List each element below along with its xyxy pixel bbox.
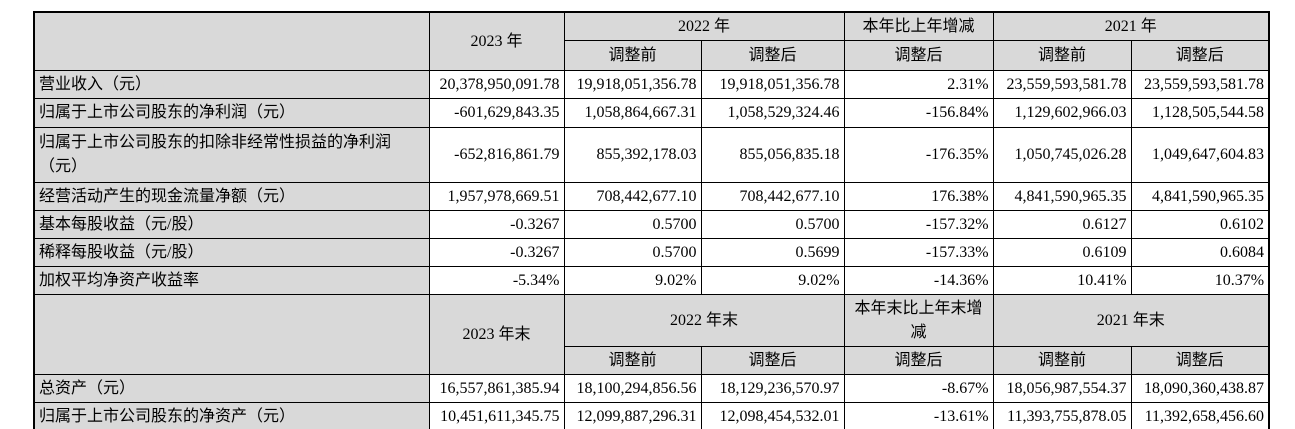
value-change: -157.32% — [843, 209, 994, 239]
subheader-2022-post-adjust: 调整后 — [700, 40, 845, 72]
value-2023: 16,557,861,385.94 — [428, 373, 565, 404]
value-2022-pre: 708,442,677.10 — [563, 181, 702, 211]
value-2022-pre: 18,100,294,856.56 — [563, 373, 702, 404]
row-label: 归属于上市公司股东的净资产（元） — [33, 402, 430, 429]
header-year-end-2023: 2023 年末 — [428, 294, 565, 375]
value-2021-post: 11,392,658,456.60 — [1130, 402, 1270, 429]
subheader-2021end-post-adjust: 调整后 — [1130, 345, 1270, 375]
subheader-2021end-pre-adjust: 调整前 — [992, 345, 1132, 375]
subheader-change-post-adjust: 调整后 — [843, 40, 994, 72]
table-row-net-profit-excl-nonrecurring: 归属于上市公司股东的扣除非经常性损益的净利润（元） -652,816,861.7… — [33, 126, 1270, 183]
header-year-2023: 2023 年 — [428, 11, 565, 72]
value-change: -157.33% — [843, 237, 994, 268]
value-2022-post: 0.5699 — [700, 237, 845, 268]
value-2023: -0.3267 — [428, 209, 565, 239]
value-2022-post: 1,058,529,324.46 — [700, 98, 845, 128]
value-2022-post: 19,918,051,356.78 — [700, 70, 845, 100]
subheader-2021-post-adjust: 调整后 — [1130, 40, 1270, 72]
value-2021-post: 23,559,593,581.78 — [1130, 70, 1270, 100]
subheader-endchange-post-adjust: 调整后 — [843, 345, 994, 375]
header-year-end-2021: 2021 年末 — [992, 294, 1270, 347]
value-2022-pre: 0.5700 — [563, 237, 702, 268]
value-2021-post: 18,090,360,438.87 — [1130, 373, 1270, 404]
row-label: 经营活动产生的现金流量净额（元） — [33, 181, 430, 211]
value-2021-pre: 10.41% — [992, 266, 1132, 296]
header-year-end-2022: 2022 年末 — [563, 294, 845, 347]
table-row-net-assets: 归属于上市公司股东的净资产（元） 10,451,611,345.75 12,09… — [33, 402, 1270, 429]
subheader-2022-pre-adjust: 调整前 — [563, 40, 702, 72]
subheader-2021-pre-adjust: 调整前 — [992, 40, 1132, 72]
table-row-revenue: 营业收入（元） 20,378,950,091.78 19,918,051,356… — [33, 70, 1270, 100]
row-label: 总资产（元） — [33, 373, 430, 404]
table-row-total-assets: 总资产（元） 16,557,861,385.94 18,100,294,856.… — [33, 373, 1270, 404]
row-label: 稀释每股收益（元/股） — [33, 237, 430, 268]
value-2022-pre: 19,918,051,356.78 — [563, 70, 702, 100]
subheader-2022end-post-adjust: 调整后 — [700, 345, 845, 375]
value-change: -8.67% — [843, 373, 994, 404]
row-label: 加权平均净资产收益率 — [33, 266, 430, 296]
section2-header-row-years: 2023 年末 2022 年末 本年末比上年末增减 2021 年末 — [33, 294, 1270, 375]
row-label: 归属于上市公司股东的扣除非经常性损益的净利润（元） — [33, 126, 430, 183]
section1-header-row-adjust: 调整前 调整后 调整后 调整前 调整后 — [34, 40, 1270, 72]
value-2023: 20,378,950,091.78 — [428, 70, 565, 100]
value-2021-pre: 4,841,590,965.35 — [992, 181, 1132, 211]
value-2022-pre: 1,058,864,667.31 — [563, 98, 702, 128]
row-label: 基本每股收益（元/股） — [33, 209, 430, 239]
value-2021-pre: 1,129,602,966.03 — [992, 98, 1132, 128]
subheader-2022end-pre-adjust: 调整前 — [563, 345, 702, 375]
value-change: 2.31% — [843, 70, 994, 100]
value-2022-post: 855,056,835.18 — [700, 126, 845, 183]
value-2021-post: 1,128,505,544.58 — [1130, 98, 1270, 128]
value-2021-post: 4,841,590,965.35 — [1130, 181, 1270, 211]
value-2021-pre: 0.6109 — [992, 237, 1132, 268]
value-2021-post: 0.6084 — [1130, 237, 1270, 268]
table-row-operating-cash-flow: 经营活动产生的现金流量净额（元） 1,957,978,669.51 708,44… — [33, 181, 1270, 211]
corner-cell-section1 — [33, 11, 430, 72]
value-2021-pre: 0.6127 — [992, 209, 1132, 239]
value-2022-post: 708,442,677.10 — [700, 181, 845, 211]
section2-header-row-adjust: 调整前 调整后 调整后 调整前 调整后 — [34, 345, 1270, 375]
value-2021-post: 10.37% — [1130, 266, 1270, 296]
header-year-2022: 2022 年 — [563, 11, 845, 42]
value-2023: -0.3267 — [428, 237, 565, 268]
table-row-basic-eps: 基本每股收益（元/股） -0.3267 0.5700 0.5700 -157.3… — [33, 209, 1270, 239]
financial-summary-table: 2023 年 2022 年 本年比上年增减 2021 年 调整前 调整后 调整后… — [33, 11, 1271, 429]
table-row-diluted-eps: 稀释每股收益（元/股） -0.3267 0.5700 0.5699 -157.3… — [33, 237, 1270, 268]
header-yearend-change: 本年末比上年末增减 — [843, 294, 994, 347]
value-2022-pre: 12,099,887,296.31 — [563, 402, 702, 429]
value-2022-post: 9.02% — [700, 266, 845, 296]
value-2022-pre: 855,392,178.03 — [563, 126, 702, 183]
value-2022-pre: 0.5700 — [563, 209, 702, 239]
value-2022-pre: 9.02% — [563, 266, 702, 296]
value-2021-post: 1,049,647,604.83 — [1130, 126, 1270, 183]
value-2023: -652,816,861.79 — [428, 126, 565, 183]
value-2023: 1,957,978,669.51 — [428, 181, 565, 211]
value-2021-pre: 18,056,987,554.37 — [992, 373, 1132, 404]
value-2021-pre: 1,050,745,026.28 — [992, 126, 1132, 183]
value-change: -14.36% — [843, 266, 994, 296]
header-yoy-change: 本年比上年增减 — [843, 11, 994, 42]
value-change: -13.61% — [843, 402, 994, 429]
value-2022-post: 18,129,236,570.97 — [700, 373, 845, 404]
value-2022-post: 0.5700 — [700, 209, 845, 239]
table-row-net-profit: 归属于上市公司股东的净利润（元） -601,629,843.35 1,058,8… — [33, 98, 1270, 128]
value-change: 176.38% — [843, 181, 994, 211]
value-change: -176.35% — [843, 126, 994, 183]
row-label: 营业收入（元） — [33, 70, 430, 100]
value-2022-post: 12,098,454,532.01 — [700, 402, 845, 429]
value-2023: 10,451,611,345.75 — [428, 402, 565, 429]
value-2021-pre: 11,393,755,878.05 — [992, 402, 1132, 429]
value-2021-post: 0.6102 — [1130, 209, 1270, 239]
row-label: 归属于上市公司股东的净利润（元） — [33, 98, 430, 128]
value-change: -156.84% — [843, 98, 994, 128]
section1-header-row-years: 2023 年 2022 年 本年比上年增减 2021 年 — [33, 11, 1270, 72]
table-row-weighted-avg-roe: 加权平均净资产收益率 -5.34% 9.02% 9.02% -14.36% 10… — [33, 266, 1270, 296]
value-2023: -5.34% — [428, 266, 565, 296]
value-2021-pre: 23,559,593,581.78 — [992, 70, 1132, 100]
header-year-2021: 2021 年 — [992, 11, 1270, 42]
value-2023: -601,629,843.35 — [428, 98, 565, 128]
corner-cell-section2 — [33, 294, 430, 375]
